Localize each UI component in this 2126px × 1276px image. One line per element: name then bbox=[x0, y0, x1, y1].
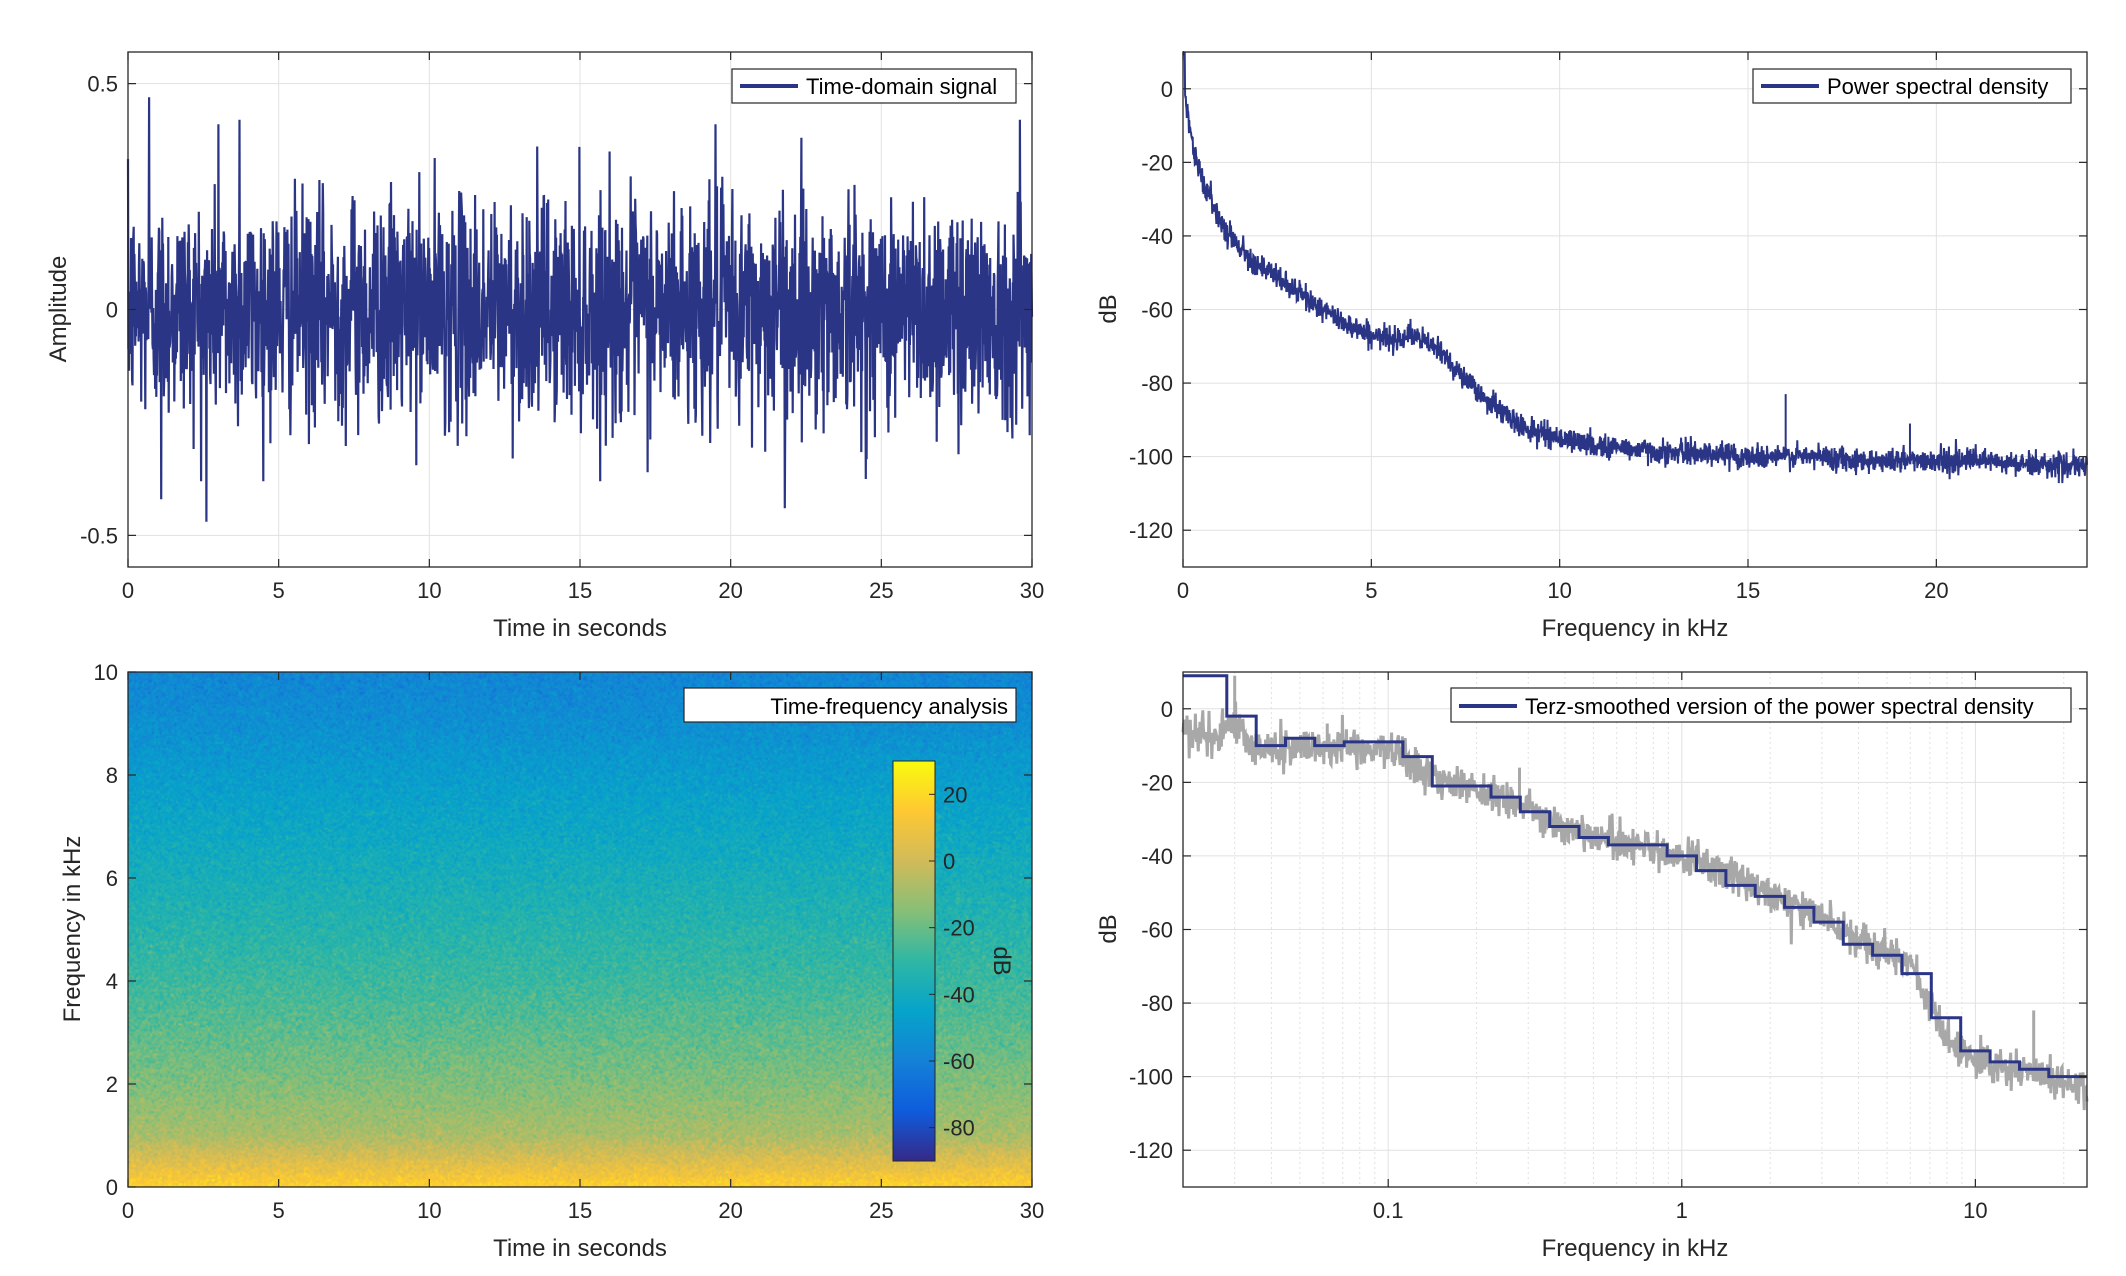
legend-label: Time-frequency analysis bbox=[770, 694, 1008, 719]
x-tick-label: 1 bbox=[1676, 1198, 1688, 1223]
x-tick-label: 30 bbox=[1020, 1198, 1044, 1223]
spectrogram-image bbox=[128, 672, 1032, 1187]
y-tick-label: -120 bbox=[1129, 518, 1173, 543]
legend: Time-frequency analysis bbox=[683, 687, 1017, 723]
time-domain-plot: 0 5 10 15 20 25 30 -0.5 0 0.5 Time in seconds Am… bbox=[45, 51, 1044, 642]
y-tick-label: -100 bbox=[1129, 1065, 1173, 1090]
x-tick-label: 20 bbox=[718, 578, 742, 603]
legend-box bbox=[683, 687, 1017, 723]
y-tick-label: 0 bbox=[1161, 77, 1173, 102]
x-ticks: 0 5 10 15 20 bbox=[1177, 52, 1949, 603]
y-axis-label: dB bbox=[1095, 294, 1122, 323]
x-tick-label: 5 bbox=[273, 578, 285, 603]
x-tick-label: 15 bbox=[568, 1198, 592, 1223]
x-tick-label: 0 bbox=[122, 1198, 134, 1223]
colorbar-label: dB bbox=[988, 946, 1015, 975]
y-tick-label: 6 bbox=[106, 866, 118, 891]
colorbar-tick-label: -60 bbox=[943, 1049, 975, 1074]
y-tick-label: -80 bbox=[1141, 991, 1173, 1016]
y-tick-label: 4 bbox=[106, 969, 118, 994]
x-tick-label: 0 bbox=[122, 578, 134, 603]
x-tick-label: 5 bbox=[273, 1198, 285, 1223]
x-tick-label: 10 bbox=[1963, 1198, 1987, 1223]
y-tick-label: 10 bbox=[94, 660, 118, 685]
y-axis-label: Amplitude bbox=[45, 256, 72, 363]
psd-plot: 0 5 10 15 20 0 -20 -40 -60 -80 -100 -120 Frequency… bbox=[1095, 51, 2088, 642]
y-tick-label: -40 bbox=[1141, 224, 1173, 249]
y-tick-label: 0.5 bbox=[87, 72, 118, 97]
x-axis-label: Frequency in kHz bbox=[1542, 615, 1729, 642]
y-ticks: 0 2 4 6 8 10 bbox=[94, 660, 1032, 1200]
x-ticks: 0 5 10 15 20 25 30 bbox=[122, 672, 1044, 1223]
spectrogram-plot: 0 5 10 15 20 25 30 0 2 4 6 8 10 Time in seconds Fre… bbox=[59, 660, 1044, 1262]
y-tick-label: -60 bbox=[1141, 918, 1173, 943]
x-axis-label: Time in seconds bbox=[493, 615, 667, 642]
y-tick-label: -120 bbox=[1129, 1138, 1173, 1163]
y-axis-label: Frequency in kHz bbox=[59, 836, 86, 1023]
x-tick-label: 25 bbox=[869, 578, 893, 603]
y-tick-label: 8 bbox=[106, 763, 118, 788]
x-tick-label: 30 bbox=[1020, 578, 1044, 603]
x-tick-label: 10 bbox=[1547, 578, 1571, 603]
psd-line bbox=[1182, 51, 2088, 484]
x-tick-label: 10 bbox=[417, 578, 441, 603]
y-tick-label: 2 bbox=[106, 1072, 118, 1097]
x-ticks: 0 5 10 15 20 25 30 bbox=[122, 52, 1044, 603]
legend-box bbox=[1450, 687, 2072, 723]
x-tick-label: 0.1 bbox=[1373, 1198, 1404, 1223]
x-tick-label: 10 bbox=[417, 1198, 441, 1223]
colorbar-tick-label: -80 bbox=[943, 1116, 975, 1141]
legend: Power spectral density bbox=[1752, 68, 2072, 104]
colorbar-gradient bbox=[892, 760, 936, 1162]
y-ticks: 0 -20 -40 -60 -80 -100 -120 bbox=[1129, 77, 2087, 543]
colorbar-ticks: 20 0 -20 -40 -60 -80 bbox=[929, 782, 975, 1141]
colorbar: 20 0 -20 -40 -60 -80 dB bbox=[892, 760, 1015, 1162]
y-tick-label: -80 bbox=[1141, 371, 1173, 396]
psd-spikes bbox=[1784, 394, 1911, 461]
legend: Terz-smoothed version of the power spect… bbox=[1450, 687, 2072, 723]
x-tick-label: 20 bbox=[1924, 578, 1948, 603]
x-tick-label: 0 bbox=[1177, 578, 1189, 603]
y-tick-label: -100 bbox=[1129, 445, 1173, 470]
legend: Time-domain signal bbox=[731, 68, 1017, 104]
legend-label: Power spectral density bbox=[1827, 74, 2048, 99]
x-tick-label: 15 bbox=[1736, 578, 1760, 603]
y-tick-label: -0.5 bbox=[80, 523, 118, 548]
x-tick-label: 25 bbox=[869, 1198, 893, 1223]
legend-label: Terz-smoothed version of the power spect… bbox=[1525, 694, 2034, 719]
y-tick-label: -40 bbox=[1141, 844, 1173, 869]
y-ticks: 0 -20 -40 -60 -80 -100 -120 bbox=[1129, 697, 2087, 1163]
y-axis-label: dB bbox=[1095, 914, 1122, 943]
terz-smoothed-line bbox=[1183, 674, 2087, 1079]
colorbar-tick-label: -40 bbox=[943, 982, 975, 1007]
colorbar-tick-label: 20 bbox=[943, 782, 967, 807]
x-tick-label: 20 bbox=[718, 1198, 742, 1223]
y-tick-label: 0 bbox=[106, 298, 118, 323]
y-tick-label: -60 bbox=[1141, 298, 1173, 323]
x-tick-label: 5 bbox=[1365, 578, 1377, 603]
x-tick-label: 15 bbox=[568, 578, 592, 603]
time-domain-signal-line bbox=[126, 97, 1034, 522]
terz-smoothed-plot: 0.1 1 10 0 -20 -40 -60 -80 -100 -120 Frequency i… bbox=[1095, 671, 2089, 1262]
y-tick-label: 0 bbox=[1161, 697, 1173, 722]
x-axis-label: Time in seconds bbox=[493, 1235, 667, 1262]
y-ticks: -0.5 0 0.5 bbox=[80, 72, 1032, 548]
x-ticks: 0.1 1 10 bbox=[1373, 672, 1988, 1223]
y-tick-label: 0 bbox=[106, 1175, 118, 1200]
y-tick-label: -20 bbox=[1141, 150, 1173, 175]
colorbar-tick-label: 0 bbox=[943, 849, 955, 874]
legend-label: Time-domain signal bbox=[806, 74, 997, 99]
y-tick-label: -20 bbox=[1141, 770, 1173, 795]
colorbar-tick-label: -20 bbox=[943, 916, 975, 941]
x-axis-label: Frequency in kHz bbox=[1542, 1235, 1729, 1262]
